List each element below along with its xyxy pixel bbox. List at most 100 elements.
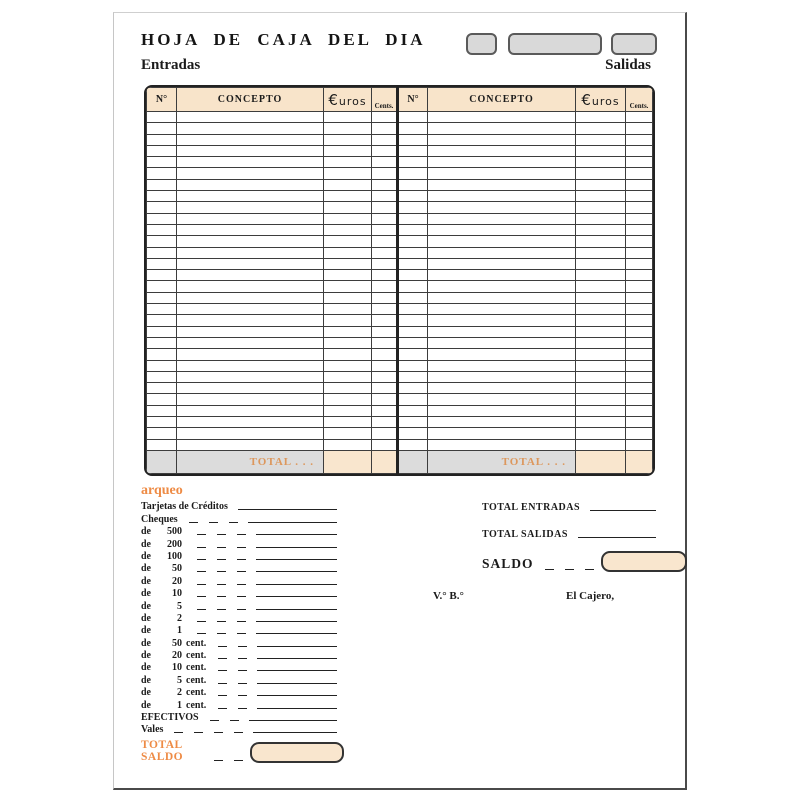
table-cell-empty[interactable] <box>146 303 177 316</box>
table-cell-empty[interactable] <box>575 427 626 440</box>
table-cell-empty[interactable] <box>396 427 428 440</box>
table-cell-empty[interactable] <box>575 325 626 338</box>
table-cell-empty[interactable] <box>146 370 177 384</box>
table-cell-empty[interactable] <box>427 122 576 135</box>
table-cell-empty[interactable] <box>371 303 398 316</box>
table-cell-empty[interactable] <box>427 427 576 440</box>
table-cell-empty[interactable] <box>575 122 626 135</box>
table-cell-empty[interactable] <box>427 280 576 293</box>
table-cell-empty[interactable] <box>371 348 398 361</box>
table-cell-empty[interactable] <box>176 235 324 248</box>
table-cell-empty[interactable] <box>427 438 576 451</box>
table-cell-empty[interactable] <box>396 110 428 124</box>
table-cell-empty[interactable] <box>396 167 428 180</box>
table-cell-empty[interactable] <box>323 178 372 192</box>
table-cell-empty[interactable] <box>396 223 428 237</box>
table-cell-empty[interactable] <box>371 291 398 305</box>
table-cell-empty[interactable] <box>146 212 177 225</box>
table-cell-empty[interactable] <box>176 156 324 169</box>
table-cell-empty[interactable] <box>396 303 428 316</box>
table-cell-empty[interactable] <box>371 359 398 372</box>
table-cell-empty[interactable] <box>146 201 177 214</box>
table-cell-empty[interactable] <box>176 178 324 192</box>
table-cell-empty[interactable] <box>427 212 576 225</box>
table-cell-empty[interactable] <box>371 167 398 180</box>
table-cell-empty[interactable] <box>146 393 177 406</box>
table-cell-empty[interactable] <box>396 201 428 214</box>
table-cell-empty[interactable] <box>625 178 653 192</box>
table-cell-empty[interactable] <box>176 144 324 158</box>
table-cell-empty[interactable] <box>625 167 653 180</box>
table-cell-empty[interactable] <box>371 110 398 124</box>
table-cell-empty[interactable] <box>625 269 653 282</box>
table-cell-empty[interactable] <box>625 291 653 305</box>
table-cell-empty[interactable] <box>371 314 398 327</box>
table-cell-empty[interactable] <box>323 156 372 169</box>
arqueo-fill-line[interactable] <box>256 608 337 610</box>
table-cell-empty[interactable] <box>575 223 626 237</box>
table-cell-empty[interactable] <box>396 280 428 293</box>
table-cell-empty[interactable] <box>575 359 626 372</box>
table-cell-empty[interactable] <box>146 314 177 327</box>
table-cell-empty[interactable] <box>323 303 372 316</box>
table-cell-empty[interactable] <box>427 190 576 203</box>
table-cell-empty[interactable] <box>371 280 398 293</box>
table-cell-empty[interactable] <box>146 427 177 440</box>
table-cell-empty[interactable] <box>371 427 398 440</box>
table-cell-empty[interactable] <box>371 122 398 135</box>
table-cell-empty[interactable] <box>176 303 324 316</box>
table-cell-empty[interactable] <box>146 178 177 192</box>
table-cell-empty[interactable] <box>323 438 372 451</box>
table-cell-empty[interactable] <box>575 235 626 248</box>
table-cell-empty[interactable] <box>427 269 576 282</box>
table-cell-empty[interactable] <box>427 291 576 305</box>
table-cell-empty[interactable] <box>176 325 324 338</box>
table-cell-empty[interactable] <box>371 235 398 248</box>
arqueo-fill-line[interactable] <box>256 558 337 560</box>
table-cell-empty[interactable] <box>575 167 626 180</box>
table-cell-empty[interactable] <box>323 257 372 271</box>
saldo-fill-box[interactable] <box>600 551 687 572</box>
date-fill-box-3[interactable] <box>611 33 657 55</box>
table-cell-empty[interactable] <box>625 359 653 372</box>
table-cell-empty[interactable] <box>146 190 177 203</box>
table-cell-empty[interactable] <box>146 291 177 305</box>
table-cell-empty[interactable] <box>427 314 576 327</box>
table-cell-empty[interactable] <box>575 382 626 395</box>
table-cell-empty[interactable] <box>575 269 626 282</box>
table-cell-empty[interactable] <box>625 110 653 124</box>
table-cell-empty[interactable] <box>323 314 372 327</box>
total-saldo-fill-box[interactable] <box>250 742 344 763</box>
table-cell-empty[interactable] <box>146 348 177 361</box>
table-cell-empty[interactable] <box>396 314 428 327</box>
table-cell-empty[interactable] <box>323 325 372 338</box>
table-cell-empty[interactable] <box>323 336 372 350</box>
table-cell-empty[interactable] <box>625 336 653 350</box>
table-cell-empty[interactable] <box>575 178 626 192</box>
table-cell-empty[interactable] <box>575 144 626 158</box>
table-cell-empty[interactable] <box>575 393 626 406</box>
table-cell-empty[interactable] <box>323 122 372 135</box>
table-cell-empty[interactable] <box>323 167 372 180</box>
table-cell-empty[interactable] <box>176 382 324 395</box>
table-cell-empty[interactable] <box>625 404 653 418</box>
table-cell-empty[interactable] <box>575 280 626 293</box>
table-cell-empty[interactable] <box>575 257 626 271</box>
table-cell-empty[interactable] <box>427 201 576 214</box>
table-cell-empty[interactable] <box>371 257 398 271</box>
table-cell-empty[interactable] <box>323 133 372 146</box>
arqueo-fill-line[interactable] <box>256 596 337 598</box>
table-cell-empty[interactable] <box>396 133 428 146</box>
table-cell-empty[interactable] <box>625 314 653 327</box>
table-cell-empty[interactable] <box>371 393 398 406</box>
table-cell-empty[interactable] <box>625 427 653 440</box>
table-cell-empty[interactable] <box>427 404 576 418</box>
arqueo-fill-line[interactable] <box>253 732 337 734</box>
table-cell-empty[interactable] <box>575 416 626 429</box>
table-cell-empty[interactable] <box>427 325 576 338</box>
arqueo-fill-line[interactable] <box>256 583 337 585</box>
table-cell-empty[interactable] <box>371 178 398 192</box>
arqueo-fill-line[interactable] <box>256 571 337 573</box>
arqueo-fill-line[interactable] <box>257 695 337 697</box>
table-cell-empty[interactable] <box>427 235 576 248</box>
